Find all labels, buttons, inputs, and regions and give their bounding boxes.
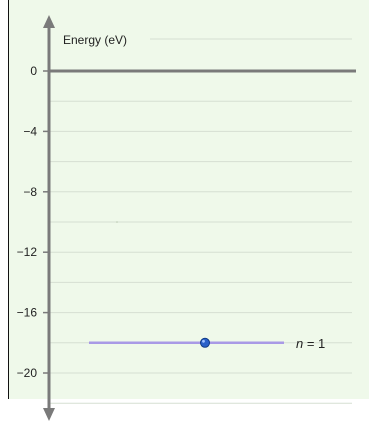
- y-axis-arrow-down: [43, 408, 55, 421]
- electron-highlight: [202, 340, 205, 343]
- y-tick-label: −4: [23, 124, 37, 138]
- y-tick-label: −8: [23, 185, 37, 199]
- axis-layer: 0 −4 −8 −12 −16 −20: [17, 15, 356, 421]
- y-axis-arrow-up: [43, 15, 55, 28]
- electron-dot: [201, 338, 210, 347]
- artifact-dot: [116, 221, 118, 223]
- y-tick-label: −12: [17, 245, 38, 259]
- y-tick-label: 0: [30, 64, 37, 78]
- y-tick-label: −16: [17, 306, 38, 320]
- y-axis-label: Energy (eV): [63, 33, 127, 47]
- energy-level-label: n = 1: [296, 336, 325, 351]
- y-tick-label: −20: [17, 366, 38, 380]
